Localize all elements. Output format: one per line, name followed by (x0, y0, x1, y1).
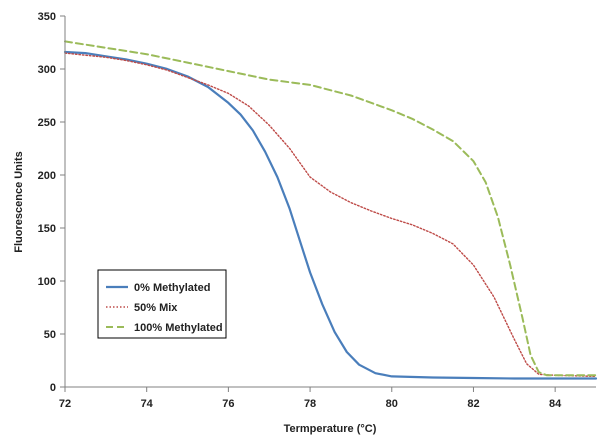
y-tick-label: 300 (38, 64, 56, 76)
series-line-2 (64, 40, 597, 377)
y-axis: 0 50 100 150 200 250 300 350 (38, 11, 66, 394)
x-axis-label: Termperature (°C) (284, 423, 377, 435)
y-tick-label: 350 (38, 11, 56, 23)
y-tick-label: 50 (44, 329, 56, 341)
y-tick-label: 250 (38, 117, 56, 129)
series-line-0 (63, 50, 598, 380)
x-tick-label: 78 (304, 398, 316, 410)
legend-label: 100% Methylated (134, 322, 223, 334)
x-tick-label: 74 (141, 398, 154, 410)
y-axis-label: Fluorescence Units (13, 151, 25, 252)
x-axis: 72 74 76 78 80 82 84 (59, 386, 596, 410)
y-tick-label: 200 (38, 170, 56, 182)
x-tick-label: 72 (59, 398, 71, 410)
plot-area (63, 40, 598, 380)
x-tick-label: 76 (222, 398, 234, 410)
series-line-1 (64, 52, 597, 378)
y-tick-label: 150 (38, 223, 56, 235)
y-tick-label: 0 (50, 382, 56, 394)
legend-label: 50% Mix (134, 302, 178, 314)
legend: 0% Methylated 50% Mix 100% Methylated (97, 269, 227, 339)
y-tick-label: 100 (38, 276, 56, 288)
x-tick-label: 80 (386, 398, 398, 410)
x-tick-label: 82 (467, 398, 479, 410)
legend-label: 0% Methylated (134, 282, 210, 294)
x-tick-label: 84 (549, 398, 562, 410)
